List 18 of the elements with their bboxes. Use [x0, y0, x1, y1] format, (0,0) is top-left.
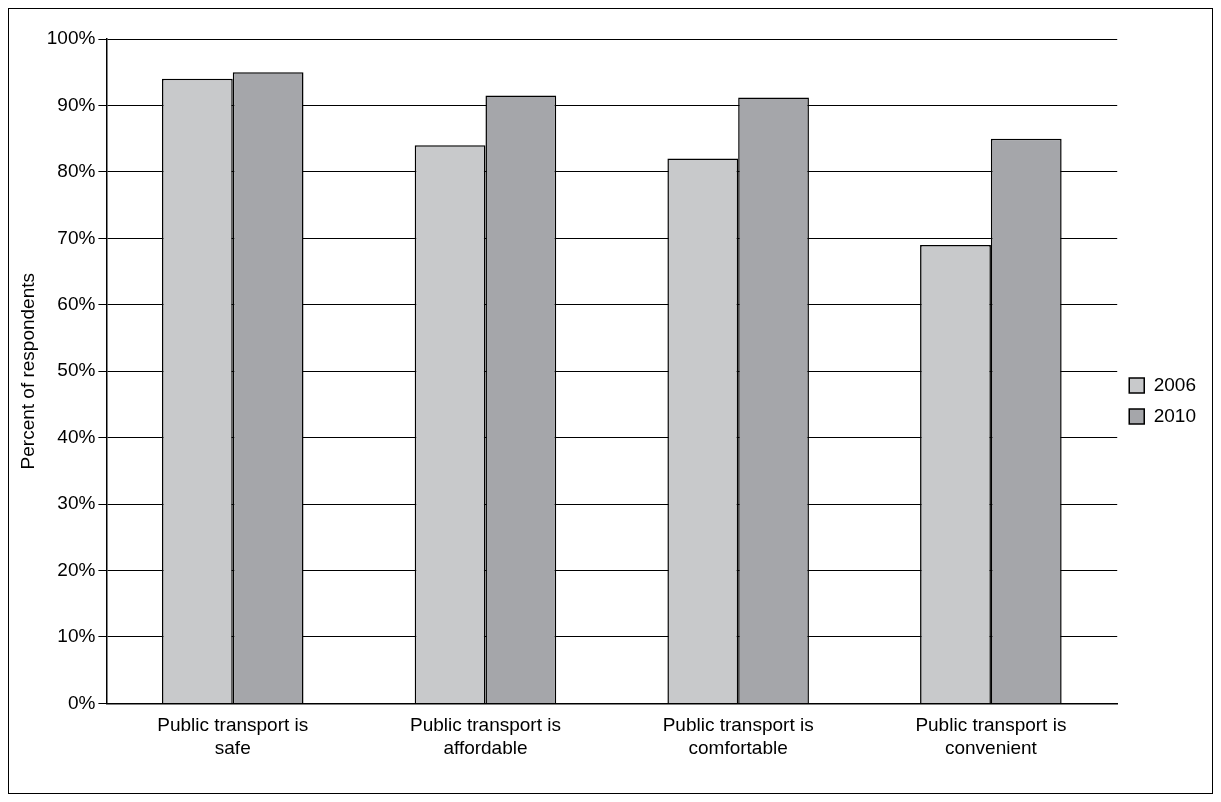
- y-tick-label: 100%: [46, 27, 96, 49]
- y-tick-label: 40%: [57, 425, 96, 447]
- y-axis-title: Percent of respondents: [16, 272, 38, 470]
- y-tick-label: 60%: [57, 292, 96, 314]
- y-tick-label: 30%: [57, 492, 96, 514]
- y-tick-label: 80%: [57, 160, 96, 182]
- legend-label: 2006: [1153, 373, 1197, 395]
- x-tick-label: Public transport is safe: [157, 714, 309, 758]
- y-tick-label: 10%: [57, 625, 96, 647]
- x-tick-label: Public transport is affordable: [409, 714, 561, 758]
- y-tick-label: 20%: [57, 558, 96, 580]
- x-tick-label: Public transport is convenient: [915, 714, 1067, 758]
- legend-label: 2010: [1153, 404, 1197, 426]
- y-tick-label: 0%: [67, 691, 96, 713]
- y-tick-label: 90%: [57, 93, 96, 115]
- y-tick-label: 50%: [57, 359, 96, 381]
- x-tick-label: Public transport is comfortable: [662, 714, 814, 758]
- y-tick-label: 70%: [57, 226, 96, 248]
